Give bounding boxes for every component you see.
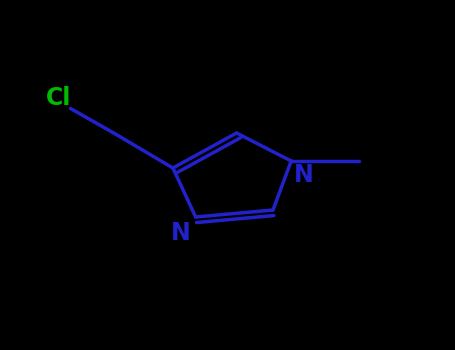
Text: N: N [172,220,191,245]
Text: Cl: Cl [46,86,71,110]
Text: N: N [293,163,313,187]
